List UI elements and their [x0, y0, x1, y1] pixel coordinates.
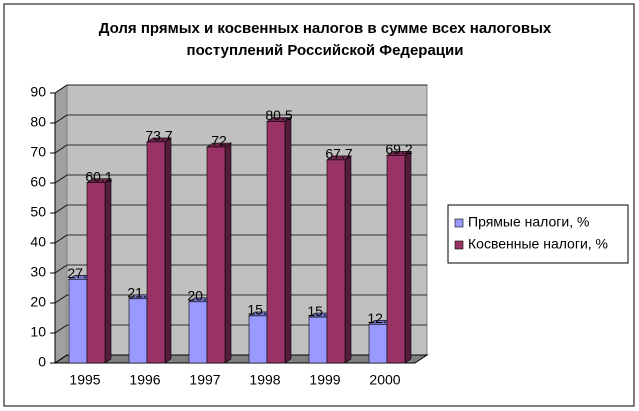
bar [206, 142, 232, 364]
legend-swatch [454, 218, 464, 228]
grid-line [54, 354, 68, 364]
y-tick-label: 40 [30, 234, 46, 250]
y-tick-label: 60 [30, 174, 46, 190]
legend-box [447, 204, 629, 264]
bar [326, 155, 352, 364]
value-label: 72 [211, 133, 227, 149]
y-tick-label: 50 [30, 204, 46, 220]
y-tick-label: 20 [30, 294, 46, 310]
grid-line [54, 204, 68, 214]
chart-title: Доля прямых и косвенных налогов в сумме … [98, 20, 552, 59]
bar [386, 150, 412, 364]
legend-label: Прямые налоги, % [468, 214, 589, 230]
grid-line [54, 264, 68, 274]
x-tick-label: 1996 [129, 372, 160, 388]
legend-swatch [454, 240, 464, 250]
grid-line [54, 84, 68, 94]
y-tick-label: 90 [30, 84, 46, 100]
x-tick-label: 2000 [369, 372, 400, 388]
value-label: 80.5 [265, 107, 292, 123]
x-tick-label: 1997 [189, 372, 220, 388]
grid-line [54, 324, 68, 334]
y-tick-label: 70 [30, 144, 46, 160]
grid-line [54, 294, 68, 304]
y-tick-label: 30 [30, 264, 46, 280]
y-tick-label: 80 [30, 114, 46, 130]
grid-line [54, 114, 68, 124]
value-label: 73.7 [145, 128, 172, 144]
y-tick-label: 10 [30, 324, 46, 340]
grid-line [54, 144, 68, 154]
x-tick-label: 1995 [69, 372, 100, 388]
side-wall [54, 84, 68, 364]
bar [86, 178, 112, 364]
grid-line [54, 174, 68, 184]
value-label: 69.2 [385, 141, 412, 157]
x-tick-label: 1998 [249, 372, 280, 388]
value-label: 60.1 [85, 168, 112, 184]
legend-label: Косвенные налоги, % [468, 236, 608, 252]
bar [266, 116, 292, 364]
bar [146, 137, 172, 364]
x-tick-label: 1999 [309, 372, 340, 388]
y-tick-label: 0 [38, 354, 46, 370]
value-label: 67.7 [325, 146, 352, 162]
grid-line [54, 234, 68, 244]
